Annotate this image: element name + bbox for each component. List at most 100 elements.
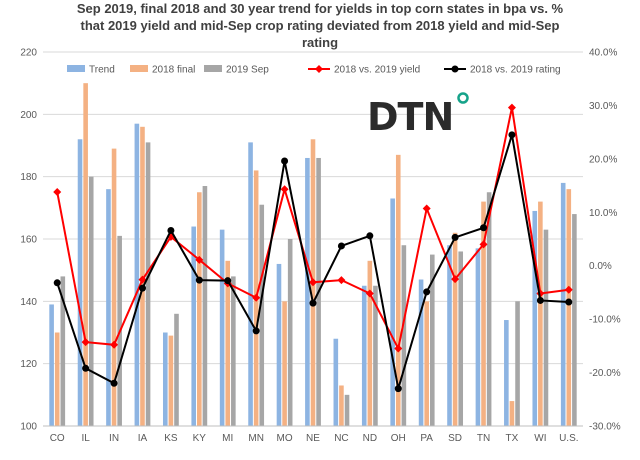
bar-trend bbox=[276, 263, 282, 426]
title-line-1: Sep 2019, final 2018 and 30 year trend f… bbox=[76, 1, 564, 16]
bar-2019-sep bbox=[486, 192, 492, 426]
legend-label-2019-sep: 2019 Sep bbox=[226, 65, 269, 76]
point-2018-vs-2019-yield bbox=[138, 275, 147, 284]
point-2018-vs-2019-rating bbox=[565, 298, 573, 306]
x-tick-label: WI bbox=[534, 433, 546, 444]
bar-trend bbox=[134, 123, 140, 426]
bar-2019-sep bbox=[429, 254, 435, 426]
point-2018-vs-2019-rating bbox=[394, 385, 402, 393]
point-2018-vs-2019-rating bbox=[309, 299, 317, 307]
bar-2019-sep bbox=[174, 313, 179, 426]
legend-marker-2018-vs-2019-rating bbox=[451, 65, 459, 73]
bar-2019-sep bbox=[344, 394, 350, 426]
bar-trend bbox=[219, 229, 225, 426]
bar-2019-sep bbox=[88, 176, 94, 426]
point-2018-vs-2019-rating bbox=[110, 379, 118, 387]
y-right-tick-label: 40.0% bbox=[589, 48, 617, 59]
point-2018-vs-2019-yield bbox=[365, 289, 374, 298]
point-2018-vs-2019-rating bbox=[53, 279, 61, 287]
x-tick-label: PA bbox=[420, 433, 433, 444]
x-tick-label: KY bbox=[193, 433, 207, 444]
point-2018-vs-2019-rating bbox=[536, 296, 544, 304]
bar-2018-final bbox=[111, 148, 117, 426]
point-2018-vs-2019-rating bbox=[366, 232, 374, 240]
legend-marker-2018-vs-2019-yield bbox=[315, 65, 323, 73]
bar-2018-final bbox=[168, 335, 174, 426]
chart-title: Sep 2019, final 2018 and 30 year trend f… bbox=[0, 0, 640, 51]
point-2018-vs-2019-yield bbox=[53, 187, 62, 196]
x-tick-label: CO bbox=[50, 433, 65, 444]
title-line-3: rating bbox=[301, 35, 339, 50]
y-right-tick-label: 0.0% bbox=[589, 261, 612, 272]
point-2018-vs-2019-rating bbox=[138, 284, 146, 292]
point-2018-vs-2019-yield bbox=[479, 240, 488, 249]
bar-2018-final bbox=[197, 192, 202, 426]
x-tick-label: U.S. bbox=[559, 433, 578, 444]
y-right-tick-label: -30.0% bbox=[589, 422, 621, 433]
bar-2018-final bbox=[367, 260, 373, 426]
x-tick-label: IN bbox=[109, 433, 119, 444]
point-2018-vs-2019-rating bbox=[480, 224, 488, 232]
x-tick-label: NC bbox=[334, 433, 348, 444]
x-tick-label: IL bbox=[81, 433, 90, 444]
bar-trend bbox=[162, 332, 168, 426]
bar-2018-final bbox=[424, 301, 429, 426]
y-left-tick-label: 100 bbox=[20, 422, 37, 433]
bar-trend bbox=[418, 279, 424, 426]
point-2018-vs-2019-rating bbox=[337, 242, 345, 250]
bar-2018-final bbox=[538, 201, 543, 426]
bar-2018-final bbox=[83, 83, 88, 427]
bar-2019-sep bbox=[572, 214, 577, 426]
point-2018-vs-2019-yield bbox=[195, 255, 204, 264]
bar-2018-final bbox=[452, 232, 458, 426]
bar-2019-sep bbox=[543, 229, 549, 426]
point-2018-vs-2019-yield bbox=[280, 185, 289, 194]
legend-label-2018-vs-2019-rating: 2018 vs. 2019 rating bbox=[470, 65, 561, 76]
point-2018-vs-2019-yield bbox=[110, 340, 119, 349]
legend-swatch-trend bbox=[67, 65, 85, 72]
point-2018-vs-2019-yield bbox=[81, 338, 90, 347]
bar-2019-sep bbox=[145, 142, 151, 426]
point-2018-vs-2019-yield bbox=[394, 344, 403, 353]
dtn-logo-ring-icon bbox=[457, 92, 469, 104]
dtn-logo-text: DTN bbox=[367, 95, 453, 139]
bar-2019-sep bbox=[515, 301, 520, 426]
y-left-tick-label: 140 bbox=[20, 297, 37, 308]
bar-2019-sep bbox=[458, 251, 464, 426]
y-right-tick-label: -10.0% bbox=[589, 315, 621, 326]
bar-trend bbox=[560, 182, 566, 426]
bar-2018-final bbox=[481, 201, 486, 426]
bar-2018-final bbox=[509, 401, 515, 426]
bar-trend bbox=[333, 338, 339, 426]
legend-label-trend: Trend bbox=[89, 65, 115, 76]
bar-2019-sep bbox=[60, 276, 66, 426]
bar-trend bbox=[475, 248, 481, 426]
legend-swatch-2018-final bbox=[130, 65, 148, 72]
bar-trend bbox=[361, 285, 367, 426]
x-tick-label: TX bbox=[506, 433, 519, 444]
y-right-tick-label: 20.0% bbox=[589, 154, 617, 165]
bar-2018-final bbox=[54, 332, 60, 426]
point-2018-vs-2019-rating bbox=[82, 364, 90, 372]
point-2018-vs-2019-yield bbox=[564, 285, 573, 294]
bar-2019-sep bbox=[202, 186, 208, 426]
point-2018-vs-2019-yield bbox=[309, 278, 317, 287]
bar-2018-final bbox=[395, 154, 401, 426]
x-tick-label: MI bbox=[222, 433, 233, 444]
bar-trend bbox=[504, 320, 509, 426]
title-line-2: that 2019 yield and mid-Sep crop rating … bbox=[80, 18, 560, 33]
x-tick-label: SD bbox=[448, 433, 462, 444]
bar-trend bbox=[390, 198, 395, 426]
bar-trend bbox=[447, 245, 452, 426]
x-tick-label: IA bbox=[138, 433, 148, 444]
bar-trend bbox=[191, 226, 197, 426]
bar-trend bbox=[106, 189, 111, 426]
x-tick-label: ND bbox=[363, 433, 377, 444]
point-2018-vs-2019-yield bbox=[337, 276, 346, 285]
y-left-tick-label: 200 bbox=[20, 110, 37, 121]
x-tick-label: OH bbox=[391, 433, 406, 444]
bar-2018-final bbox=[339, 385, 344, 426]
y-left-tick-label: 160 bbox=[20, 235, 37, 246]
